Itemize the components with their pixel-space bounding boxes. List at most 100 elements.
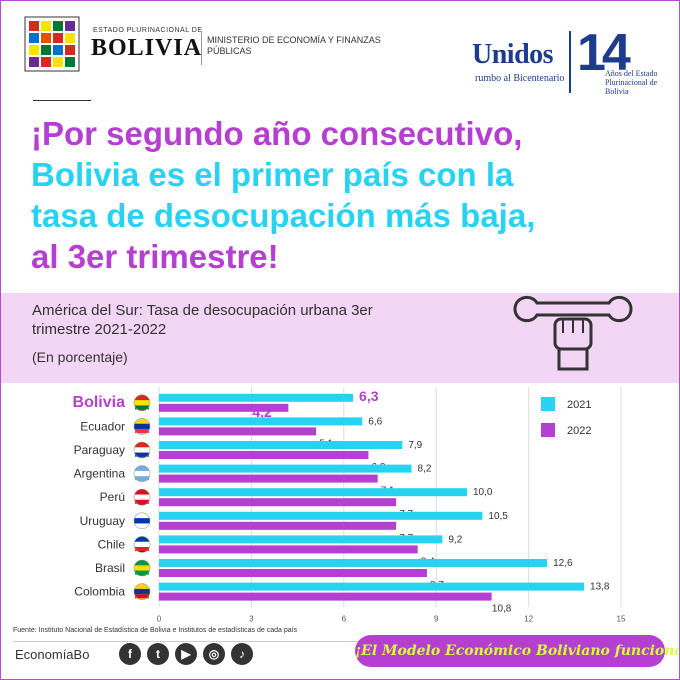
flag-stripe <box>134 470 150 477</box>
category-label: Paraguay <box>74 443 125 457</box>
bar-2022 <box>159 474 378 483</box>
flag-stripe <box>135 429 149 434</box>
value-label-2022: 10,8 <box>492 604 512 615</box>
bolivia-emblem-icon <box>24 16 80 72</box>
flag-stripe <box>135 499 149 504</box>
anniversary-number: 14 <box>577 24 631 82</box>
headline-line-2: Bolivia es el primer país con la <box>31 156 514 193</box>
value-label-2021: 13,8 <box>590 582 610 593</box>
x-tick-label: 9 <box>434 614 439 623</box>
legend-label-2021: 2021 <box>567 399 591 411</box>
chart-unit: (En porcentaje) <box>32 349 128 365</box>
category-label: Uruguay <box>80 514 125 528</box>
flag-outline <box>133 418 151 435</box>
flag-stripe <box>134 565 150 571</box>
x-tick-label: 3 <box>249 614 254 623</box>
value-label-2021: 8,2 <box>418 464 432 475</box>
category-label: Chile <box>98 537 126 551</box>
category-label: Colombia <box>74 585 125 599</box>
header: ESTADO PLURINACIONAL DE BOLIVIA MINISTER… <box>17 13 667 96</box>
facebook-icon[interactable]: f <box>119 643 141 665</box>
headline-line-1: ¡Por segundo año consecutivo, <box>31 115 523 152</box>
bar-2022 <box>159 569 427 577</box>
bar-2021 <box>159 488 467 497</box>
flag-outline <box>133 441 151 459</box>
unidos-logo-text: Unidos <box>472 39 554 70</box>
bar-2021 <box>159 511 483 520</box>
flag-stripe <box>134 400 150 406</box>
anniversary-label: Años del Estado Plurinacional de Bolivia <box>605 69 658 96</box>
legend-swatch-2021 <box>541 397 555 411</box>
flag-outline <box>133 465 151 482</box>
headline-line-3: tasa de desocupación más baja, <box>31 197 536 234</box>
bar-2021 <box>159 582 585 591</box>
value-label-2021: 7,9 <box>408 440 422 451</box>
bar-2022 <box>159 592 492 601</box>
category-label: Ecuador <box>80 419 125 433</box>
bar-2021 <box>159 417 363 426</box>
flag-outline <box>133 559 151 577</box>
flag-outline <box>133 512 151 530</box>
flag-stripe <box>135 523 149 528</box>
flag-outline <box>133 583 151 600</box>
flag-stripe <box>135 594 149 599</box>
instagram-icon[interactable]: ◎ <box>203 643 225 665</box>
unidos-subtitle: rumbo al Bicentenario <box>475 73 565 84</box>
flag-outline <box>133 488 151 506</box>
flag-stripe <box>134 494 150 500</box>
twitter-icon[interactable]: t <box>147 643 169 665</box>
bar-2022 <box>159 498 397 507</box>
legend-label-2022: 2022 <box>567 425 591 437</box>
flag-stripe <box>134 518 150 524</box>
headline-line-4: al 3er trimestre! <box>31 238 279 275</box>
youtube-icon[interactable]: ▶ <box>175 643 197 665</box>
footer-rule <box>13 641 663 642</box>
x-tick-label: 15 <box>617 614 626 623</box>
bar-2022 <box>159 427 317 436</box>
category-label: Argentina <box>74 467 126 481</box>
bar-2021 <box>159 535 443 544</box>
headline: ¡Por segundo año consecutivo, Bolivia es… <box>31 113 671 277</box>
x-tick-label: 6 <box>342 614 347 623</box>
header-divider <box>201 31 202 65</box>
headline-rule <box>33 100 91 101</box>
bar-2021 <box>159 559 548 567</box>
flag-stripe <box>134 588 150 595</box>
x-tick-label: 12 <box>524 614 533 623</box>
flag-stripe <box>134 541 150 548</box>
value-label-2021: 6,3 <box>359 388 379 404</box>
value-label-2021: 9,2 <box>448 534 462 545</box>
brand-handle: EconomíaBo <box>15 647 90 662</box>
bar-2021 <box>159 393 354 402</box>
bar-2021 <box>159 441 403 449</box>
slogan-pill: ¡El Modelo Económico Boliviano funciona! <box>355 635 679 667</box>
value-label-2022: 4,2 <box>252 404 272 420</box>
bar-chart: 03691215Bolivia6,34,2Ecuador6,65,1Paragu… <box>73 387 626 623</box>
value-label-2021: 10,5 <box>488 511 508 522</box>
gov-small-label: ESTADO PLURINACIONAL DE <box>93 27 203 34</box>
bar-2022 <box>159 521 397 530</box>
tiktok-icon[interactable]: ♪ <box>231 643 253 665</box>
bar-2022 <box>159 403 289 412</box>
category-label: Perú <box>100 490 125 504</box>
bar-2021 <box>159 464 412 473</box>
x-tick-label: 0 <box>157 614 162 623</box>
flag-stripe <box>135 570 149 575</box>
category-label: Brasil <box>95 561 125 575</box>
bar-2022 <box>159 545 418 554</box>
chart-title: América del Sur: Tasa de desocupación ur… <box>32 302 373 338</box>
flag-stripe <box>134 423 150 430</box>
gov-name: BOLIVIA <box>91 35 203 61</box>
wrench-fist-icon <box>513 295 633 371</box>
category-label: Bolivia <box>73 394 126 411</box>
ministry-name: MINISTERIO DE ECONOMÍA Y FINANZAS PÚBLIC… <box>207 35 381 56</box>
flag-stripe <box>135 452 149 457</box>
flag-stripe <box>135 405 149 410</box>
flag-stripe <box>135 547 149 552</box>
flag-stripe <box>134 447 150 453</box>
value-label-2021: 10,0 <box>473 487 493 498</box>
flag-outline <box>133 394 151 412</box>
source-note: Fuente: Instituto Nacional de Estadístic… <box>13 627 298 634</box>
bar-2022 <box>159 451 369 459</box>
